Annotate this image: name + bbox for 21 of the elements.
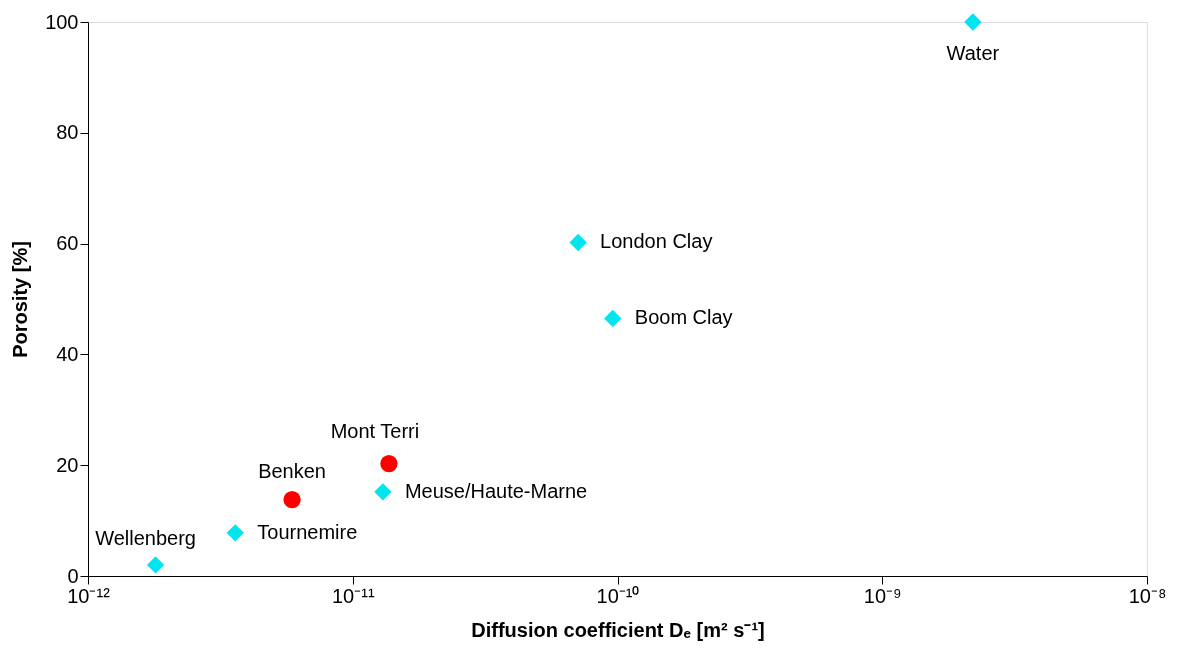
y-axis-title: Porosity [%] xyxy=(9,241,32,358)
x-tick-label: 10⁻¹¹ xyxy=(331,584,375,607)
x-tick-label: 10⁻¹² xyxy=(67,584,111,607)
x-axis-title: Diffusion coefficient Dₑ [m² s⁻¹] xyxy=(471,618,765,641)
annotation: Wellenberg xyxy=(95,526,196,549)
annotation: Water xyxy=(946,42,1000,64)
y-tick-label: 80 xyxy=(56,121,79,144)
annotation: Benken xyxy=(258,459,326,482)
x-tick-label: 10⁻⁸ xyxy=(1128,584,1167,607)
x-tick-label: 10⁻¹⁰ xyxy=(596,584,640,607)
annotation: Tournemire xyxy=(257,520,358,543)
annotation: London Clay xyxy=(600,230,713,253)
y-tick-label: 100 xyxy=(45,10,79,33)
y-tick-label: 40 xyxy=(56,342,79,365)
y-tick-label: 60 xyxy=(56,232,79,255)
y-tick-label: 20 xyxy=(56,453,79,476)
annotation: Meuse/Haute-Marne xyxy=(404,479,588,502)
annotation: Boom Clay xyxy=(634,306,733,329)
y-tick-label: 0 xyxy=(67,564,79,587)
annotation: Mont Terri xyxy=(330,419,420,442)
x-tick-label: 10⁻⁹ xyxy=(863,584,902,607)
